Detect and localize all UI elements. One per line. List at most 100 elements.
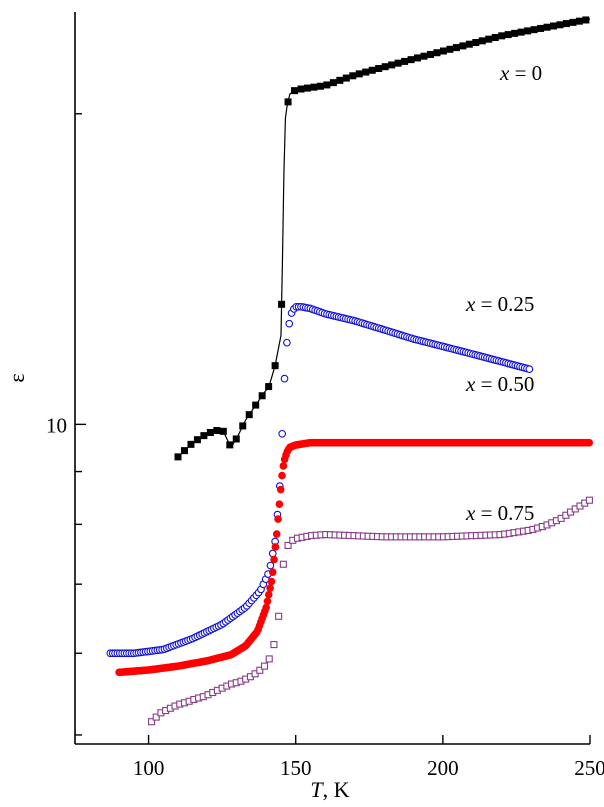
data-point bbox=[262, 603, 270, 612]
data-point bbox=[303, 84, 311, 92]
data-point bbox=[284, 541, 292, 550]
data-point bbox=[283, 338, 291, 347]
data-point bbox=[525, 365, 534, 373]
x-tick-label: 100 bbox=[133, 756, 165, 780]
data-point bbox=[511, 29, 519, 37]
data-point bbox=[349, 72, 357, 80]
data-point bbox=[439, 47, 447, 55]
data-point bbox=[388, 61, 396, 69]
data-point bbox=[278, 300, 286, 308]
data-point bbox=[206, 429, 214, 437]
data-point bbox=[265, 383, 273, 391]
data-point bbox=[556, 21, 564, 29]
data-point bbox=[329, 79, 337, 87]
data-point bbox=[268, 568, 277, 577]
series-label-x075: x = 0.75 bbox=[465, 501, 534, 525]
data-point bbox=[256, 666, 264, 674]
data-point bbox=[279, 560, 287, 568]
data-point bbox=[285, 319, 294, 328]
data-point bbox=[491, 34, 499, 42]
data-point bbox=[267, 577, 276, 586]
data-point bbox=[452, 44, 460, 52]
data-point bbox=[375, 64, 383, 72]
data-point bbox=[219, 427, 227, 435]
data-point bbox=[263, 597, 272, 606]
data-point bbox=[280, 374, 289, 383]
data-point bbox=[433, 49, 441, 57]
x-tick-label: 250 bbox=[574, 756, 604, 780]
series-label-x025: x = 0.25 bbox=[465, 292, 534, 316]
data-point bbox=[414, 54, 422, 62]
data-point bbox=[543, 23, 551, 31]
data-point bbox=[147, 718, 156, 726]
data-point bbox=[336, 76, 344, 84]
data-point bbox=[275, 612, 283, 620]
data-point bbox=[297, 85, 305, 93]
series-label-x0: x = 0 bbox=[499, 61, 542, 85]
data-point bbox=[284, 98, 292, 106]
data-point bbox=[342, 74, 350, 82]
data-point bbox=[279, 462, 288, 470]
data-point bbox=[310, 83, 318, 91]
y-axis-title: ε bbox=[4, 373, 29, 382]
data-point bbox=[174, 453, 182, 461]
data-point bbox=[562, 20, 570, 28]
data-point bbox=[278, 429, 287, 438]
x-tick-label: 150 bbox=[280, 756, 312, 780]
data-point bbox=[252, 401, 260, 409]
data-point bbox=[355, 70, 363, 78]
data-point bbox=[537, 24, 545, 32]
data-point bbox=[152, 713, 160, 721]
data-point bbox=[266, 561, 275, 570]
data-point bbox=[446, 45, 454, 53]
data-point bbox=[276, 485, 285, 494]
data-point bbox=[585, 438, 594, 447]
y-tick-label: 10 bbox=[46, 413, 67, 437]
data-point bbox=[213, 427, 221, 435]
data-point bbox=[323, 81, 331, 89]
data-point bbox=[420, 52, 428, 60]
data-point bbox=[266, 584, 274, 592]
data-point bbox=[193, 436, 201, 444]
data-point bbox=[272, 530, 281, 538]
data-point bbox=[407, 56, 415, 64]
data-point bbox=[268, 549, 277, 558]
data-point bbox=[232, 435, 240, 443]
data-point bbox=[270, 641, 278, 649]
data-point bbox=[245, 411, 253, 419]
data-point bbox=[274, 515, 282, 523]
data-point bbox=[271, 543, 280, 551]
data-point bbox=[270, 555, 278, 564]
data-point bbox=[291, 87, 299, 95]
data-point bbox=[394, 59, 402, 67]
series-label-x050: x = 0.50 bbox=[465, 372, 534, 396]
data-point bbox=[226, 441, 234, 449]
plot-area bbox=[106, 16, 594, 726]
data-point bbox=[530, 26, 538, 34]
x-tick-label: 200 bbox=[427, 756, 459, 780]
data-point bbox=[459, 42, 467, 50]
data-point bbox=[278, 471, 286, 480]
data-point bbox=[264, 590, 273, 599]
ticks: 100 150 200 250 10 bbox=[46, 113, 604, 780]
data-point bbox=[271, 362, 279, 370]
data-point bbox=[575, 17, 583, 25]
data-point bbox=[187, 440, 195, 448]
data-point bbox=[316, 82, 324, 90]
data-point bbox=[239, 422, 247, 430]
data-point bbox=[585, 496, 593, 504]
data-point bbox=[524, 27, 532, 35]
data-point bbox=[368, 66, 376, 74]
data-point bbox=[498, 32, 506, 40]
data-point bbox=[569, 18, 577, 26]
series-1 bbox=[106, 302, 534, 658]
data-point bbox=[265, 655, 273, 663]
series-labels: x = 0 x = 0.25 x = 0.50 x = 0.75 bbox=[465, 61, 542, 525]
data-point bbox=[504, 31, 512, 39]
data-point bbox=[381, 63, 389, 71]
data-point bbox=[258, 392, 266, 400]
data-point bbox=[362, 68, 370, 76]
x-axis-title: T, K bbox=[310, 777, 349, 802]
data-point bbox=[200, 432, 208, 440]
